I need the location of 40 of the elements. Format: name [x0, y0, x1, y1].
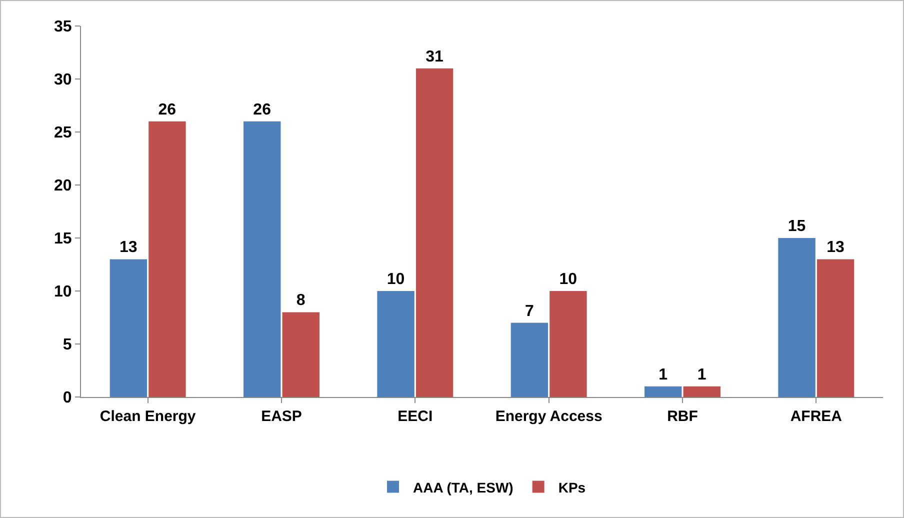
- y-tick-label: 35: [54, 18, 72, 36]
- data-label: 1: [697, 366, 706, 384]
- bar: [778, 238, 816, 397]
- bar: [282, 312, 320, 397]
- x-tick-label: EECI: [398, 408, 433, 425]
- x-tick-label: Clean Energy: [100, 408, 196, 425]
- bar: [683, 386, 720, 397]
- data-label: 1: [658, 366, 668, 384]
- y-tick-label: 15: [54, 230, 72, 248]
- bar: [510, 322, 548, 397]
- bar: [148, 121, 186, 397]
- data-label: 8: [296, 292, 306, 310]
- data-label: 7: [524, 302, 534, 320]
- y-tick-label: 10: [54, 284, 72, 301]
- x-tick-label: Energy Access: [495, 408, 602, 425]
- data-label: 31: [426, 48, 444, 66]
- y-tick-label: 30: [54, 72, 72, 89]
- data-label: 26: [158, 101, 176, 118]
- y-tick-label: 0: [62, 390, 72, 407]
- data-label: 13: [120, 239, 138, 256]
- data-label: 10: [386, 271, 405, 288]
- bar: [110, 259, 148, 397]
- x-tick-label: RBF: [667, 408, 698, 425]
- data-label: 13: [826, 239, 844, 256]
- bar: [644, 386, 682, 397]
- bar: [816, 259, 854, 397]
- data-label: 26: [253, 101, 272, 118]
- bar: [244, 121, 281, 397]
- data-label: 10: [559, 271, 578, 288]
- bar: [377, 291, 414, 397]
- legend-label: AAA (TA, ESW): [413, 479, 514, 496]
- y-tick-label: 5: [62, 336, 72, 354]
- y-tick-label: 20: [54, 178, 72, 195]
- y-tick-label: 25: [54, 124, 72, 142]
- x-tick-label: AFREA: [790, 408, 842, 425]
- x-tick-label: EASP: [261, 408, 302, 425]
- data-label: 15: [788, 218, 806, 235]
- bar: [550, 291, 587, 397]
- legend-label: KPs: [558, 479, 586, 496]
- bar: [416, 68, 454, 397]
